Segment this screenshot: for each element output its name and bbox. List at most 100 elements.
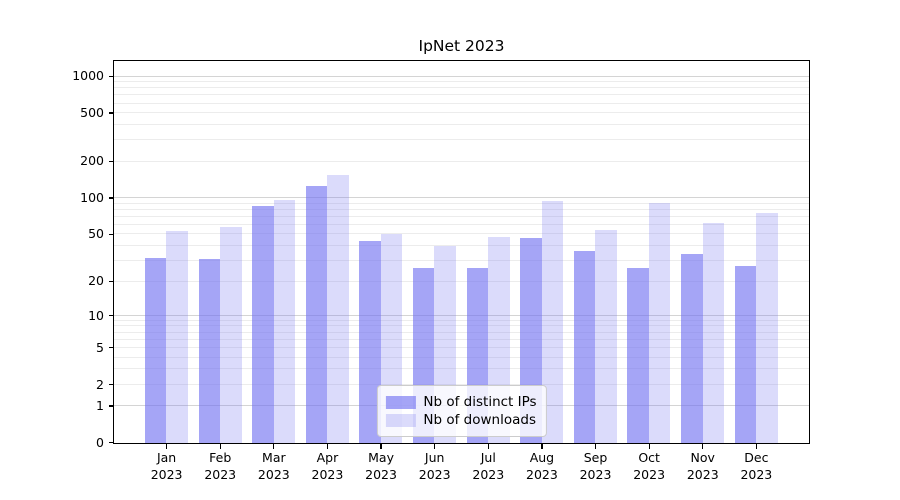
x-tick-label-9: Oct 2023	[622, 450, 676, 483]
x-tick-month: Feb	[209, 450, 232, 465]
gridline-y-9	[114, 319, 809, 321]
y-tick-label-1: 1	[96, 398, 104, 414]
x-tick-10	[702, 444, 704, 449]
gridline-y-90	[114, 202, 809, 204]
y-tick-10	[108, 315, 113, 317]
x-tick-label-0: Jan 2023	[140, 450, 194, 483]
x-tick-6	[487, 444, 489, 449]
x-tick-month: Apr	[316, 450, 339, 465]
plot-area: Nb of distinct IPs Nb of downloads	[113, 60, 810, 444]
x-tick-9	[648, 444, 650, 449]
x-tick-month: Jul	[480, 450, 496, 465]
x-tick-label-1: Feb 2023	[193, 450, 247, 483]
x-tick-month: Aug	[529, 450, 555, 465]
x-tick-year: 2023	[740, 466, 773, 482]
gridline-y-800	[114, 87, 809, 89]
y-tick-label-50: 50	[88, 226, 104, 242]
x-tick-month: Mar	[262, 450, 286, 465]
y-tick-label-2: 2	[96, 376, 104, 392]
bar-downloads-oct	[648, 202, 671, 443]
y-tick-1	[108, 405, 113, 407]
y-tick-label-10: 10	[88, 307, 104, 323]
y-tick-500	[108, 112, 113, 114]
y-tick-1000	[108, 75, 113, 77]
legend-item-distinct-ips: Nb of distinct IPs	[385, 394, 537, 410]
y-tick-label-200: 200	[80, 153, 104, 169]
chart-title: IpNet 2023	[418, 37, 505, 55]
bar-downloads-nov	[702, 223, 725, 443]
bar-distinct-ips-oct	[627, 268, 649, 443]
gridline-y-500	[114, 112, 809, 114]
gridline-y-700	[114, 94, 809, 96]
x-tick-4	[380, 444, 382, 449]
y-tick-0	[108, 442, 113, 444]
gridline-y-40	[114, 245, 809, 247]
bar-distinct-ips-sep	[573, 251, 596, 443]
y-tick-20	[108, 280, 113, 282]
legend: Nb of distinct IPs Nb of downloads	[376, 385, 547, 437]
x-tick-month: Jan	[156, 450, 177, 465]
x-tick-0	[166, 444, 168, 449]
x-tick-label-7: Aug 2023	[515, 450, 569, 483]
x-tick-year: 2023	[686, 466, 719, 482]
legend-swatch-distinct-ips	[385, 395, 416, 409]
legend-item-downloads: Nb of downloads	[385, 412, 536, 428]
x-tick-label-3: Apr 2023	[301, 450, 355, 483]
gridline-y-900	[114, 81, 809, 83]
x-tick-1	[219, 444, 221, 449]
bar-downloads-apr	[327, 175, 349, 443]
bar-distinct-ips-apr	[305, 186, 328, 443]
y-tick-200	[108, 160, 113, 163]
bar-downloads-sep	[595, 230, 617, 443]
gridline-y-30	[114, 259, 809, 261]
gridline-y-70	[114, 215, 809, 217]
x-tick-label-10: Nov 2023	[676, 450, 730, 483]
y-tick-label-20: 20	[88, 273, 104, 289]
y-tick-label-1000: 1000	[72, 68, 104, 84]
gridline-y-7	[114, 331, 809, 333]
x-tick-label-11: Dec 2023	[730, 450, 784, 483]
gridline-y-6	[114, 338, 809, 340]
bar-distinct-ips-feb	[198, 259, 221, 443]
y-tick-label-500: 500	[80, 105, 104, 121]
bar-downloads-feb	[220, 226, 242, 443]
gridline-y-60	[114, 223, 809, 225]
x-tick-year: 2023	[311, 466, 344, 482]
bar-downloads-dec	[756, 213, 778, 443]
y-tick-5	[108, 347, 113, 349]
x-tick-5	[434, 444, 436, 449]
gridline-y-50	[114, 233, 809, 235]
x-tick-label-4: May 2023	[354, 450, 408, 483]
x-tick-2	[273, 444, 275, 449]
x-tick-month: Dec	[744, 450, 769, 465]
gridline-y-10	[114, 314, 809, 316]
gridline-y-80	[114, 208, 809, 210]
x-tick-label-6: Jul 2023	[462, 450, 516, 483]
bar-distinct-ips-jan	[144, 257, 167, 443]
gridline-y-8	[114, 325, 809, 327]
x-tick-7	[541, 444, 543, 449]
x-tick-11	[755, 444, 757, 449]
y-tick-label-100: 100	[80, 189, 104, 205]
x-tick-month: Oct	[638, 450, 660, 465]
gridline-y-3	[114, 368, 809, 370]
x-tick-label-2: Mar 2023	[247, 450, 301, 483]
gridline-y-300	[114, 139, 809, 141]
x-tick-3	[326, 444, 329, 449]
x-tick-year: 2023	[579, 466, 612, 482]
gridline-y-4	[114, 356, 809, 358]
y-tick-2	[108, 383, 113, 386]
y-tick-50	[108, 233, 113, 235]
legend-label-distinct-ips: Nb of distinct IPs	[423, 394, 537, 410]
x-tick-year: 2023	[365, 466, 397, 482]
y-tick-label-5: 5	[96, 339, 104, 355]
gridline-y-5	[114, 346, 809, 348]
bar-distinct-ips-dec	[734, 266, 757, 443]
x-tick-year: 2023	[526, 466, 558, 482]
x-tick-year: 2023	[472, 466, 505, 482]
x-tick-label-5: Jun 2023	[408, 450, 462, 483]
bar-downloads-jan	[166, 231, 188, 443]
legend-label-downloads: Nb of downloads	[423, 412, 536, 428]
bar-downloads-mar	[273, 199, 296, 443]
